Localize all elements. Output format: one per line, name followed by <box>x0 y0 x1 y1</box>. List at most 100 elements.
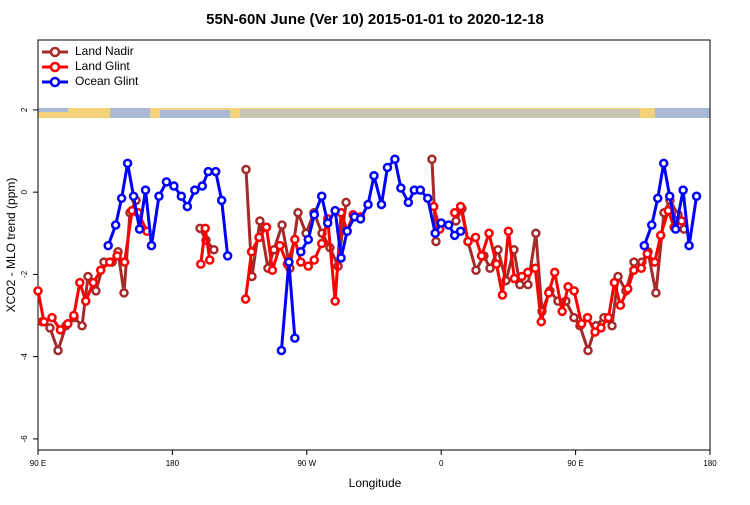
data-point <box>423 193 433 204</box>
x-tick-label: 0 <box>439 459 444 468</box>
x-tick-label: 180 <box>166 459 180 468</box>
data-point <box>203 166 213 177</box>
data-point <box>39 316 49 327</box>
data-point <box>303 261 314 271</box>
data-point <box>267 265 278 276</box>
data-point <box>485 263 495 273</box>
data-point <box>543 288 554 298</box>
data-point <box>517 271 527 282</box>
data-point <box>607 321 617 331</box>
data-point <box>200 223 211 234</box>
data-point <box>449 207 460 218</box>
data-point <box>77 321 87 331</box>
data-point <box>161 177 172 187</box>
data-point <box>451 216 461 226</box>
legend-marker <box>49 76 61 88</box>
data-point <box>536 316 547 327</box>
data-point <box>455 201 466 212</box>
data-point <box>376 199 387 210</box>
data-point <box>576 319 587 329</box>
data-point <box>47 312 57 323</box>
data-point <box>104 257 115 267</box>
data-point <box>642 249 653 259</box>
data-point <box>95 265 106 276</box>
data-point <box>436 218 446 228</box>
legend-label: Land Nadir <box>75 44 134 58</box>
x-tick-label: 180 <box>703 459 717 468</box>
data-point <box>154 191 164 202</box>
data-point <box>112 251 122 261</box>
data-point <box>110 220 121 230</box>
data-point <box>431 236 441 247</box>
data-point <box>316 191 327 202</box>
data-point <box>63 319 73 329</box>
data-point <box>134 224 145 234</box>
x-axis-label: Longitude <box>349 476 402 490</box>
data-point <box>603 312 614 323</box>
data-point <box>330 205 340 216</box>
data-point <box>455 226 466 236</box>
data-point <box>83 271 93 282</box>
data-point <box>275 240 285 251</box>
data-point <box>629 257 639 267</box>
data-point <box>241 164 251 175</box>
data-point <box>322 218 333 228</box>
data-point <box>476 251 487 261</box>
data-point <box>33 286 43 296</box>
data-point <box>382 162 393 173</box>
data-point <box>523 267 533 278</box>
data-point <box>491 259 502 269</box>
data-point <box>655 230 666 241</box>
data-point <box>290 234 300 245</box>
y-tick-label: -4 <box>20 353 29 361</box>
data-point <box>210 166 221 177</box>
data-point <box>355 214 366 224</box>
data-point <box>196 259 206 269</box>
data-point <box>629 265 639 276</box>
data-point <box>390 154 400 165</box>
data-point <box>596 323 606 333</box>
data-point <box>309 210 320 220</box>
data-point <box>119 257 130 267</box>
data-point <box>569 312 579 323</box>
data-point <box>303 234 314 245</box>
data-point <box>293 207 303 218</box>
data-point <box>430 228 440 239</box>
data-point <box>664 191 675 202</box>
series-line <box>36 208 149 333</box>
data-point <box>197 181 208 191</box>
data-point <box>296 247 306 257</box>
data-point <box>563 281 573 292</box>
data-point <box>503 226 514 236</box>
data-point <box>290 333 300 343</box>
data-point <box>583 345 593 356</box>
data-point <box>557 306 567 317</box>
data-point <box>691 191 702 202</box>
data-point <box>615 300 626 310</box>
y-tick-label: 2 <box>20 107 29 112</box>
data-point <box>216 195 227 206</box>
data-point <box>652 193 663 204</box>
data-point <box>463 236 473 247</box>
data-point <box>590 327 600 337</box>
data-point <box>531 228 541 239</box>
data-point <box>53 345 63 356</box>
data-point <box>88 277 99 288</box>
legend-marker <box>49 61 61 73</box>
data-point <box>509 273 520 284</box>
series-line <box>642 163 699 247</box>
data-point <box>222 251 233 261</box>
data-point <box>122 158 133 169</box>
data-point <box>609 277 620 288</box>
data-point <box>254 232 264 243</box>
data-point <box>69 310 79 321</box>
chart-title: 55N-60N June (Ver 10) 2015-01-01 to 2020… <box>206 11 544 28</box>
data-point <box>471 265 481 276</box>
data-point <box>341 197 351 208</box>
data-point <box>284 257 294 267</box>
data-point <box>427 154 437 165</box>
data-point <box>497 290 508 300</box>
data-point <box>493 244 503 255</box>
data-point <box>91 286 101 296</box>
